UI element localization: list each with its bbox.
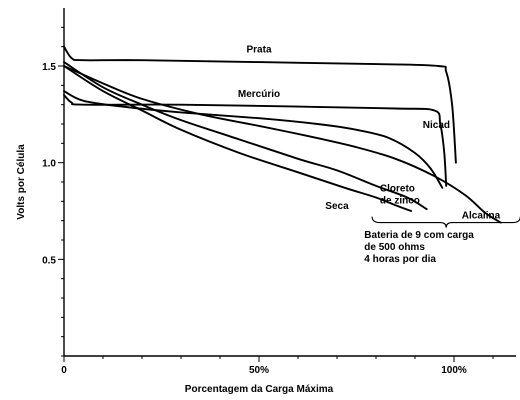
x-tick-label: 50% [249,365,269,376]
note-brace [371,216,520,228]
x-tick-label: 0 [61,365,67,376]
curve-prata [63,45,457,164]
curve-label: Cloreto [380,184,415,195]
note-line: Bateria de 9 com carga [364,230,474,241]
curve-label: Mercúrio [238,89,280,100]
curve-alcalina [63,65,502,224]
y-tick-label: 0.5 [42,255,56,266]
curve-label: Prata [246,44,271,55]
discharge-curves [63,45,502,224]
y-tick-label: 1.0 [42,159,56,170]
y-axis-title: Volts por Célula [16,144,27,220]
curve-label: Alcalina [462,211,501,222]
note-line: de 500 ohms [364,242,425,253]
x-tick-label: 100% [441,365,467,376]
curve-seca [63,65,413,212]
curve-label: Seca [325,201,349,212]
curve-label: de zinco [380,195,420,206]
curve-label: Nicad [423,120,450,131]
note-line: 4 horas por dia [364,254,436,265]
axis-ticks: 0.5 1.0 1.5 0 50% 100% [42,26,494,376]
curve-cloreto-de-zinco [63,61,428,211]
curve-nicad [63,90,444,189]
x-axis-title: Porcentagem da Carga Máxima [185,384,334,395]
y-tick-label: 1.5 [42,62,56,73]
curve-mercurio [63,94,448,187]
